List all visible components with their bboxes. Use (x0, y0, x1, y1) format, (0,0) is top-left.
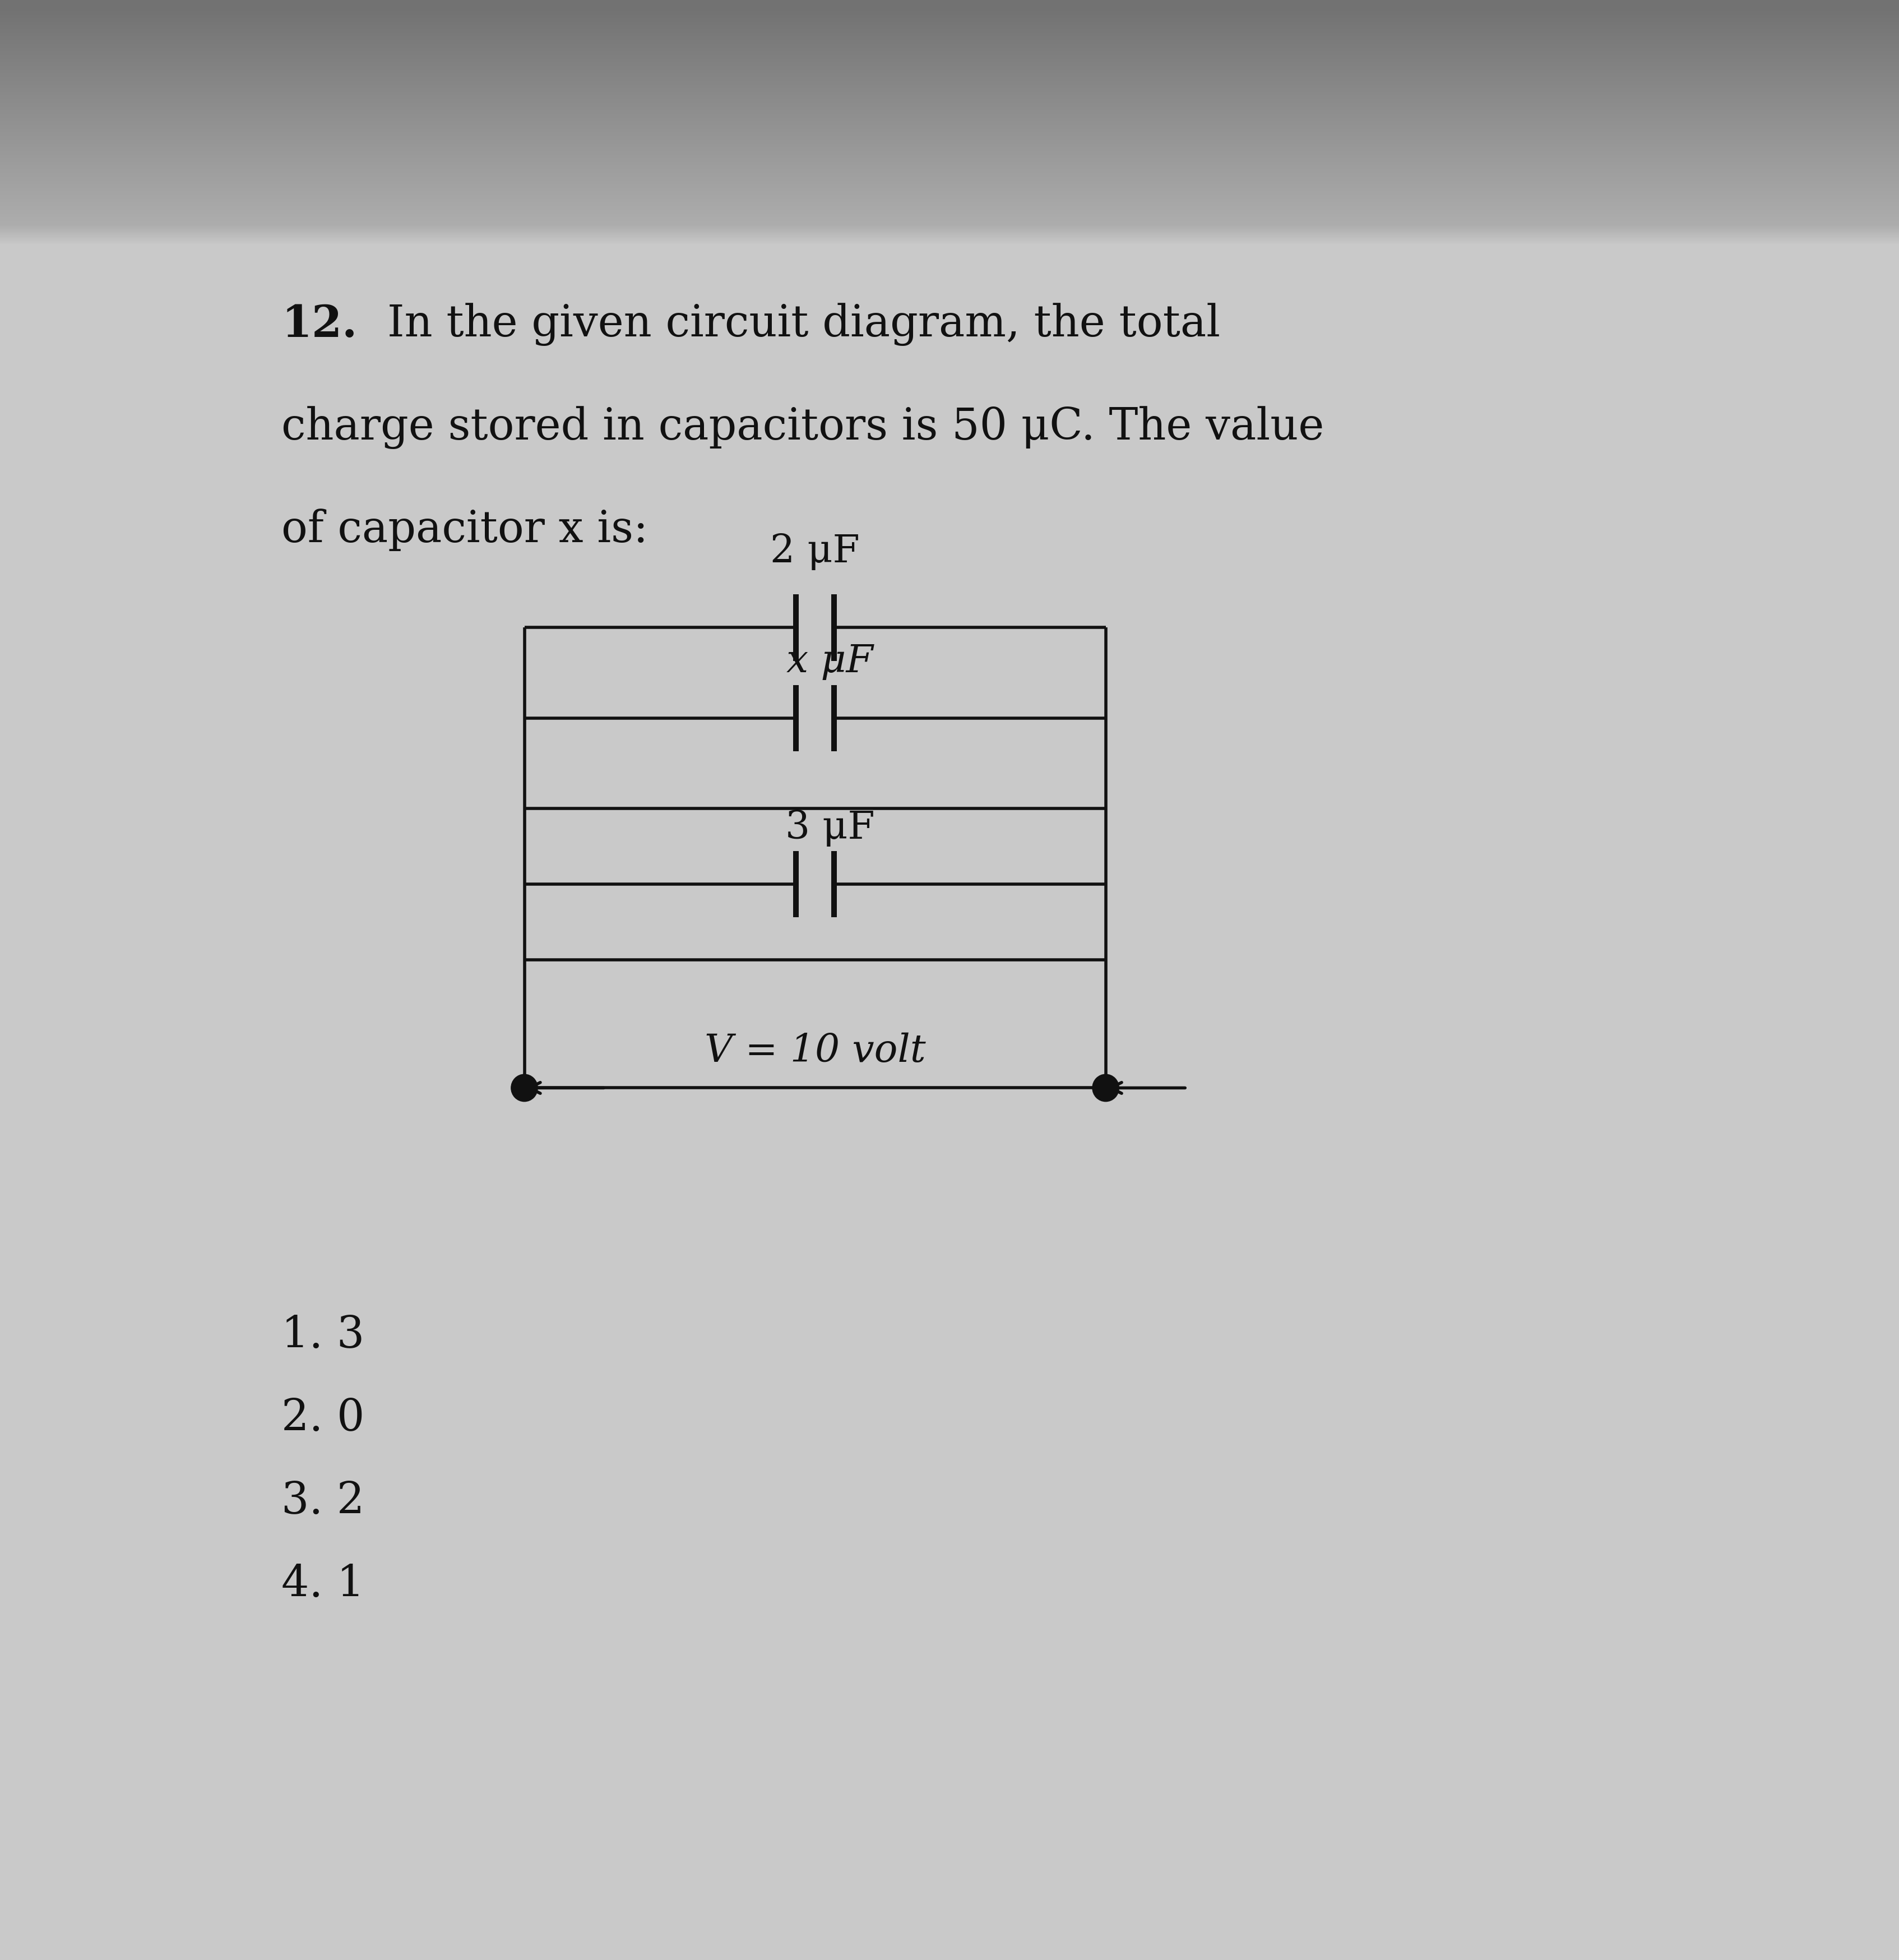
Text: In the given circuit diagram, the total: In the given circuit diagram, the total (387, 304, 1221, 347)
Text: x μF: x μF (786, 643, 874, 680)
Text: 4. 1: 4. 1 (281, 1564, 365, 1605)
Text: V = 10 volt: V = 10 volt (705, 1033, 925, 1070)
Circle shape (511, 1074, 537, 1102)
Text: 2. 0: 2. 0 (281, 1397, 365, 1441)
Text: charge stored in capacitors is 50 μC. The value: charge stored in capacitors is 50 μC. Th… (281, 406, 1324, 449)
Text: 2 μF: 2 μF (771, 533, 860, 570)
Circle shape (1092, 1074, 1119, 1102)
Text: of capacitor x is:: of capacitor x is: (281, 508, 648, 551)
Text: 3 μF: 3 μF (784, 809, 874, 847)
Text: 12.: 12. (281, 304, 357, 345)
Text: 3. 2: 3. 2 (281, 1480, 365, 1523)
Text: 1. 3: 1. 3 (281, 1315, 365, 1356)
